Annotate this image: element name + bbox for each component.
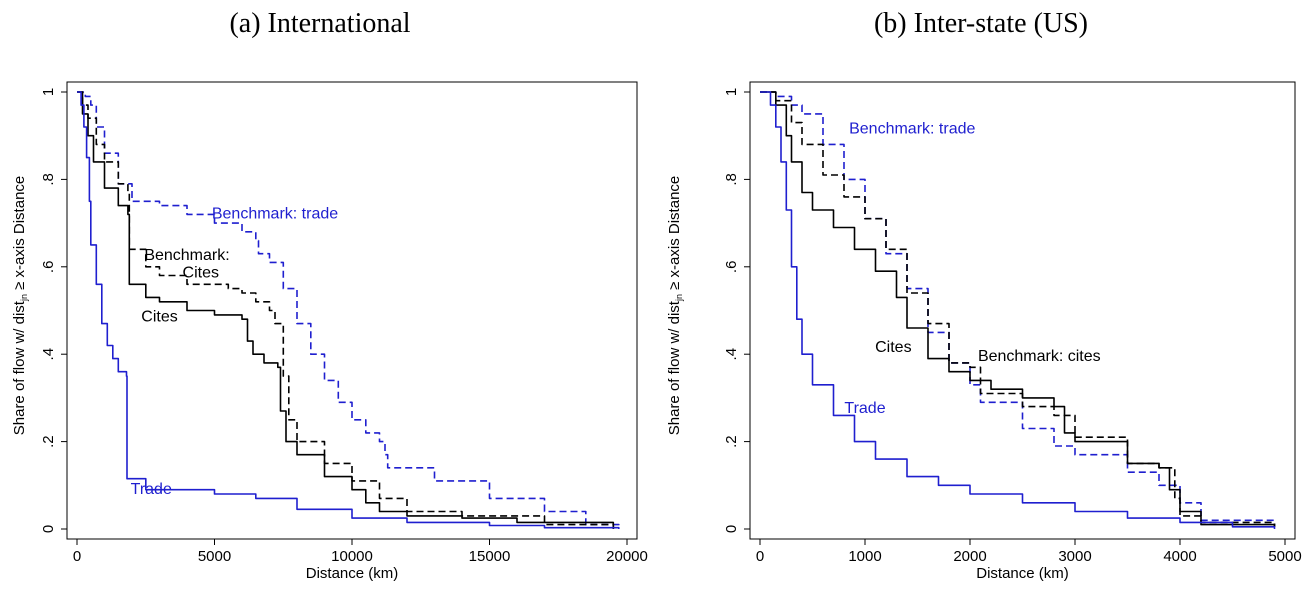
chart-b-series-trade (760, 91, 1276, 529)
chart-a-x-tick-label: 20000 (606, 548, 648, 565)
chart-b-y-tick-label: 1 (723, 88, 740, 96)
chart-a-annotation-label: Cites (183, 265, 219, 282)
chart-b-x-axis-label: Distance (km) (976, 565, 1069, 582)
chart-a-title: (a) International (229, 8, 411, 39)
chart-a-y-tick-label: .6 (40, 261, 57, 274)
chart-b-y-tick-label: .6 (723, 261, 740, 274)
chart-b-title: (b) Inter-state (US) (873, 8, 1089, 39)
chart-b-y-tick-label: .4 (723, 348, 740, 361)
chart-b-y-axis-label: Share of flow w/ distjn ≥ x-axis Distanc… (666, 176, 684, 436)
chart-b-annotation-label: Benchmark: trade (849, 121, 975, 138)
chart-a-x-tick-label: 5000 (198, 548, 231, 565)
chart-b-x-tick-label: 0 (756, 548, 764, 565)
chart-a-y-axis-label: Share of flow w/ distjn ≥ x-axis Distanc… (11, 176, 29, 436)
chart-b-annotation-label: Trade (844, 400, 885, 417)
chart-b-annotation-label: Cites (875, 339, 911, 356)
chart-a-y-tick-label: 1 (40, 88, 57, 96)
chart-a-y-tick-label: .4 (40, 348, 57, 361)
chart-a-x-tick-label: 15000 (469, 548, 511, 565)
chart-a-y-tick-label: .2 (40, 435, 57, 448)
chart-b: 0 1000 2000 3000 4000 5000 0 .2 .4 .6 .8 1 Distance … (666, 81, 1302, 582)
chart-a-x-tick-label: 10000 (331, 548, 373, 565)
chart-a-y-tick-label: .8 (40, 173, 57, 186)
chart-b-y-tick-label: .8 (723, 173, 740, 186)
chart-b-series-cites (760, 91, 1276, 527)
chart-b-y-tick-label: .2 (723, 435, 740, 448)
chart-b-x-tick-label: 5000 (1268, 548, 1301, 565)
chart-b-y-tick-label: 0 (723, 525, 740, 533)
chart-a-x-tick-label: 0 (73, 548, 81, 565)
chart-b-x-tick-label: 2000 (953, 548, 986, 565)
chart-b-plot-frame (749, 81, 1296, 540)
chart-a-x-axis-label: Distance (km) (306, 565, 399, 582)
chart-a-series-cites (77, 91, 615, 529)
chart-b-series-benchmark-trade (760, 91, 1276, 525)
chart-b-x-tick-label: 3000 (1058, 548, 1091, 565)
chart-a-y-tick-label: 0 (40, 525, 57, 533)
chart-b-x-tick-label: 1000 (848, 548, 881, 565)
chart-b-series-benchmark-cites (760, 91, 1276, 527)
chart-a-annotation-label: Cites (141, 308, 177, 325)
chart-a-annotation-label: Trade (131, 481, 172, 498)
chart-a-series-trade (77, 91, 620, 529)
chart-a-annotation-label: Benchmark: trade (212, 206, 338, 223)
chart-a-annotation-label: Benchmark: (144, 247, 229, 264)
chart-a: 0 5000 10000 15000 20000 0 .2 .4 .6 .8 1 Distance (… (11, 81, 648, 582)
chart-b-x-tick-label: 4000 (1163, 548, 1196, 565)
chart-a-series-benchmark-cites (77, 91, 615, 529)
chart-b-annotation-label: Benchmark: cites (978, 348, 1101, 365)
